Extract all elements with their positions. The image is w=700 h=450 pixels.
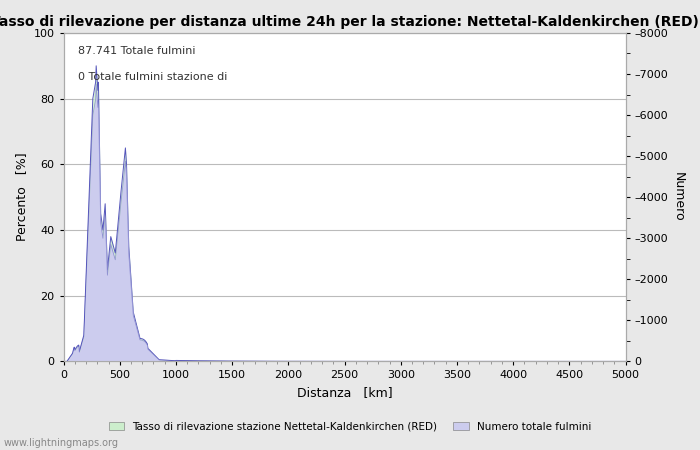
X-axis label: Distanza   [km]: Distanza [km] xyxy=(297,386,393,399)
Title: Tasso di rilevazione per distanza ultime 24h per la stazione: Nettetal-Kaldenkir: Tasso di rilevazione per distanza ultime… xyxy=(0,15,699,29)
Y-axis label: Percento   [%]: Percento [%] xyxy=(15,153,28,242)
Y-axis label: Numero: Numero xyxy=(672,172,685,222)
Text: www.lightningmaps.org: www.lightningmaps.org xyxy=(4,438,118,448)
Text: 0 Totale fulmini stazione di: 0 Totale fulmini stazione di xyxy=(78,72,227,82)
Text: 87.741 Totale fulmini: 87.741 Totale fulmini xyxy=(78,46,195,56)
Legend: Tasso di rilevazione stazione Nettetal-Kaldenkirchen (RED), Numero totale fulmin: Tasso di rilevazione stazione Nettetal-K… xyxy=(104,418,596,436)
